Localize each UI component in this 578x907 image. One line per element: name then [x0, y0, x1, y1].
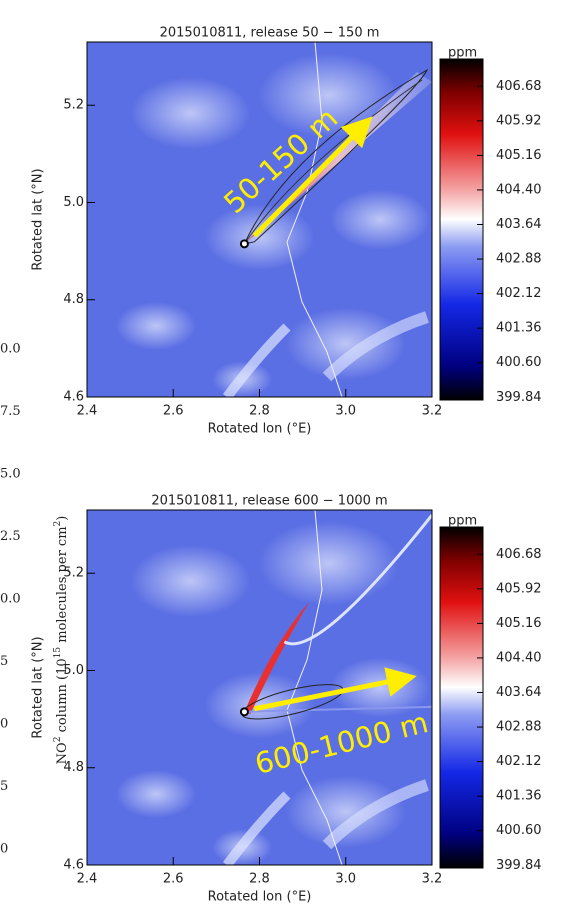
field-blob: [130, 77, 251, 149]
coastline: [286, 42, 343, 397]
field-blob: [258, 521, 399, 606]
colorbar-label: ppm: [448, 46, 477, 61]
y-tick-label: 5.2: [63, 566, 84, 581]
field-blob: [130, 545, 251, 617]
streak: [223, 323, 291, 397]
fragment-tick-label: 0.0: [0, 592, 21, 607]
colorbar: [439, 58, 484, 401]
x-tick-label: 3.0: [335, 872, 356, 887]
source-marker: [239, 239, 249, 249]
x-axis-label: Rotated lon (°E): [208, 890, 312, 905]
label-part: 2: [53, 737, 63, 743]
field-blob: [330, 189, 431, 250]
map-panel: 600-1000 m2.4 2.6 2.8 3.0 3.24.64.85.05.2201…: [31, 494, 542, 905]
fragment-tick-label: 5.0: [0, 467, 21, 482]
colorbar-tick-label: 406.68: [496, 547, 542, 562]
field-blob: [116, 770, 196, 818]
colorbar-tick-label: 402.12: [496, 286, 542, 301]
colorbar-tick-label: 406.68: [496, 79, 542, 94]
label-part: column (10: [55, 658, 70, 736]
fragment-tick-label: 5: [0, 779, 8, 794]
colorbar-tick-label: 401.36: [496, 789, 542, 804]
map-panel: 50-150 m2.4 2.6 2.8 3.0 3.24.64.85.05.220150…: [31, 26, 542, 437]
y-axis-label: Rotated lat (°N): [31, 636, 46, 738]
fragment-tick-label: 0: [0, 842, 8, 857]
colorbar: [439, 526, 484, 869]
colorbar-tick-label: 399.84: [496, 858, 542, 873]
field-blob: [285, 775, 406, 848]
x-tick-label: 2.4: [77, 872, 98, 887]
x-tick-label: 2.8: [249, 872, 270, 887]
fragment-tick-label: 7.5: [0, 404, 21, 419]
y-tick-label: 4.6: [63, 858, 84, 873]
x-axis-label: Rotated lon (°E): [208, 422, 312, 437]
colorbar-tick-label: 404.40: [496, 650, 542, 665]
fragment-tick-label: 5: [0, 654, 8, 669]
title: 2015010811, release 50 − 150 m: [160, 26, 380, 41]
field: [87, 510, 432, 865]
colorbar-label: ppm: [448, 514, 477, 529]
colorbar-tick-label: 400.60: [496, 355, 542, 370]
plume: [244, 601, 310, 714]
colorbar-tick-label: 402.88: [496, 252, 542, 267]
label-part: NO: [55, 742, 70, 764]
x-tick-label: 2.4: [77, 404, 98, 419]
streak: [223, 791, 291, 865]
colorbar-tick-label: 405.92: [496, 581, 542, 596]
field-blob: [285, 307, 406, 380]
field-blob: [258, 53, 399, 138]
contour: [243, 68, 429, 245]
y-tick-label: 5.0: [63, 663, 84, 678]
label-part: molecules per cm: [55, 526, 70, 646]
x-tick-label: 2.6: [163, 404, 184, 419]
fragment-tick-label: 0: [0, 717, 8, 732]
x-tick-label: 3.0: [335, 404, 356, 419]
arrow: [253, 667, 417, 712]
colorbar-tick-label: 404.40: [496, 182, 542, 197]
field-blob: [116, 302, 196, 350]
streak: [244, 705, 432, 713]
title: 2015010811, release 600 − 1000 m: [151, 494, 387, 509]
x-tick-label: 2.8: [249, 404, 270, 419]
x-tick-label: 3.2: [422, 404, 443, 419]
x-tick-label: 2.6: [163, 872, 184, 887]
label-part: ): [55, 516, 70, 521]
source-marker: [239, 707, 249, 717]
streak: [322, 779, 429, 850]
fragment-tick-label: 0.0: [0, 342, 21, 357]
streak: [322, 311, 429, 382]
colorbar-tick-label: 400.60: [496, 823, 542, 838]
colorbar-tick-label: 403.64: [496, 217, 542, 232]
colorbar-tick-label: 402.88: [496, 720, 542, 735]
y-tick-label: 4.8: [63, 292, 84, 307]
label-part: 15: [53, 647, 63, 659]
colorbar-tick-label: 401.36: [496, 321, 542, 336]
colorbar-tick-label: 405.16: [496, 148, 542, 163]
contour: [243, 79, 423, 245]
x-tick-label: 3.2: [422, 872, 443, 887]
y-tick-label: 5.2: [63, 98, 84, 113]
colorbar-tick-label: 399.84: [496, 390, 542, 405]
fragment-tick-label: 2.5: [0, 529, 21, 544]
y-axis-label: Rotated lat (°N): [31, 168, 46, 270]
colorbar-tick-label: 402.12: [496, 754, 542, 769]
field: [87, 42, 432, 397]
colorbar-tick-label: 405.92: [496, 113, 542, 128]
plume-edge: [283, 514, 432, 646]
arrow: [252, 116, 373, 238]
fragment-axis-label: NO2 column (1015 molecules per cm2): [53, 516, 70, 765]
y-tick-label: 5.0: [63, 195, 84, 210]
colorbar-tick-label: 403.64: [496, 685, 542, 700]
colorbar-tick-label: 405.16: [496, 616, 542, 631]
fragment-bg: [0, 345, 76, 907]
y-tick-label: 4.6: [63, 390, 84, 405]
y-tick-label: 4.8: [63, 760, 84, 775]
label-part: 2: [53, 521, 63, 527]
